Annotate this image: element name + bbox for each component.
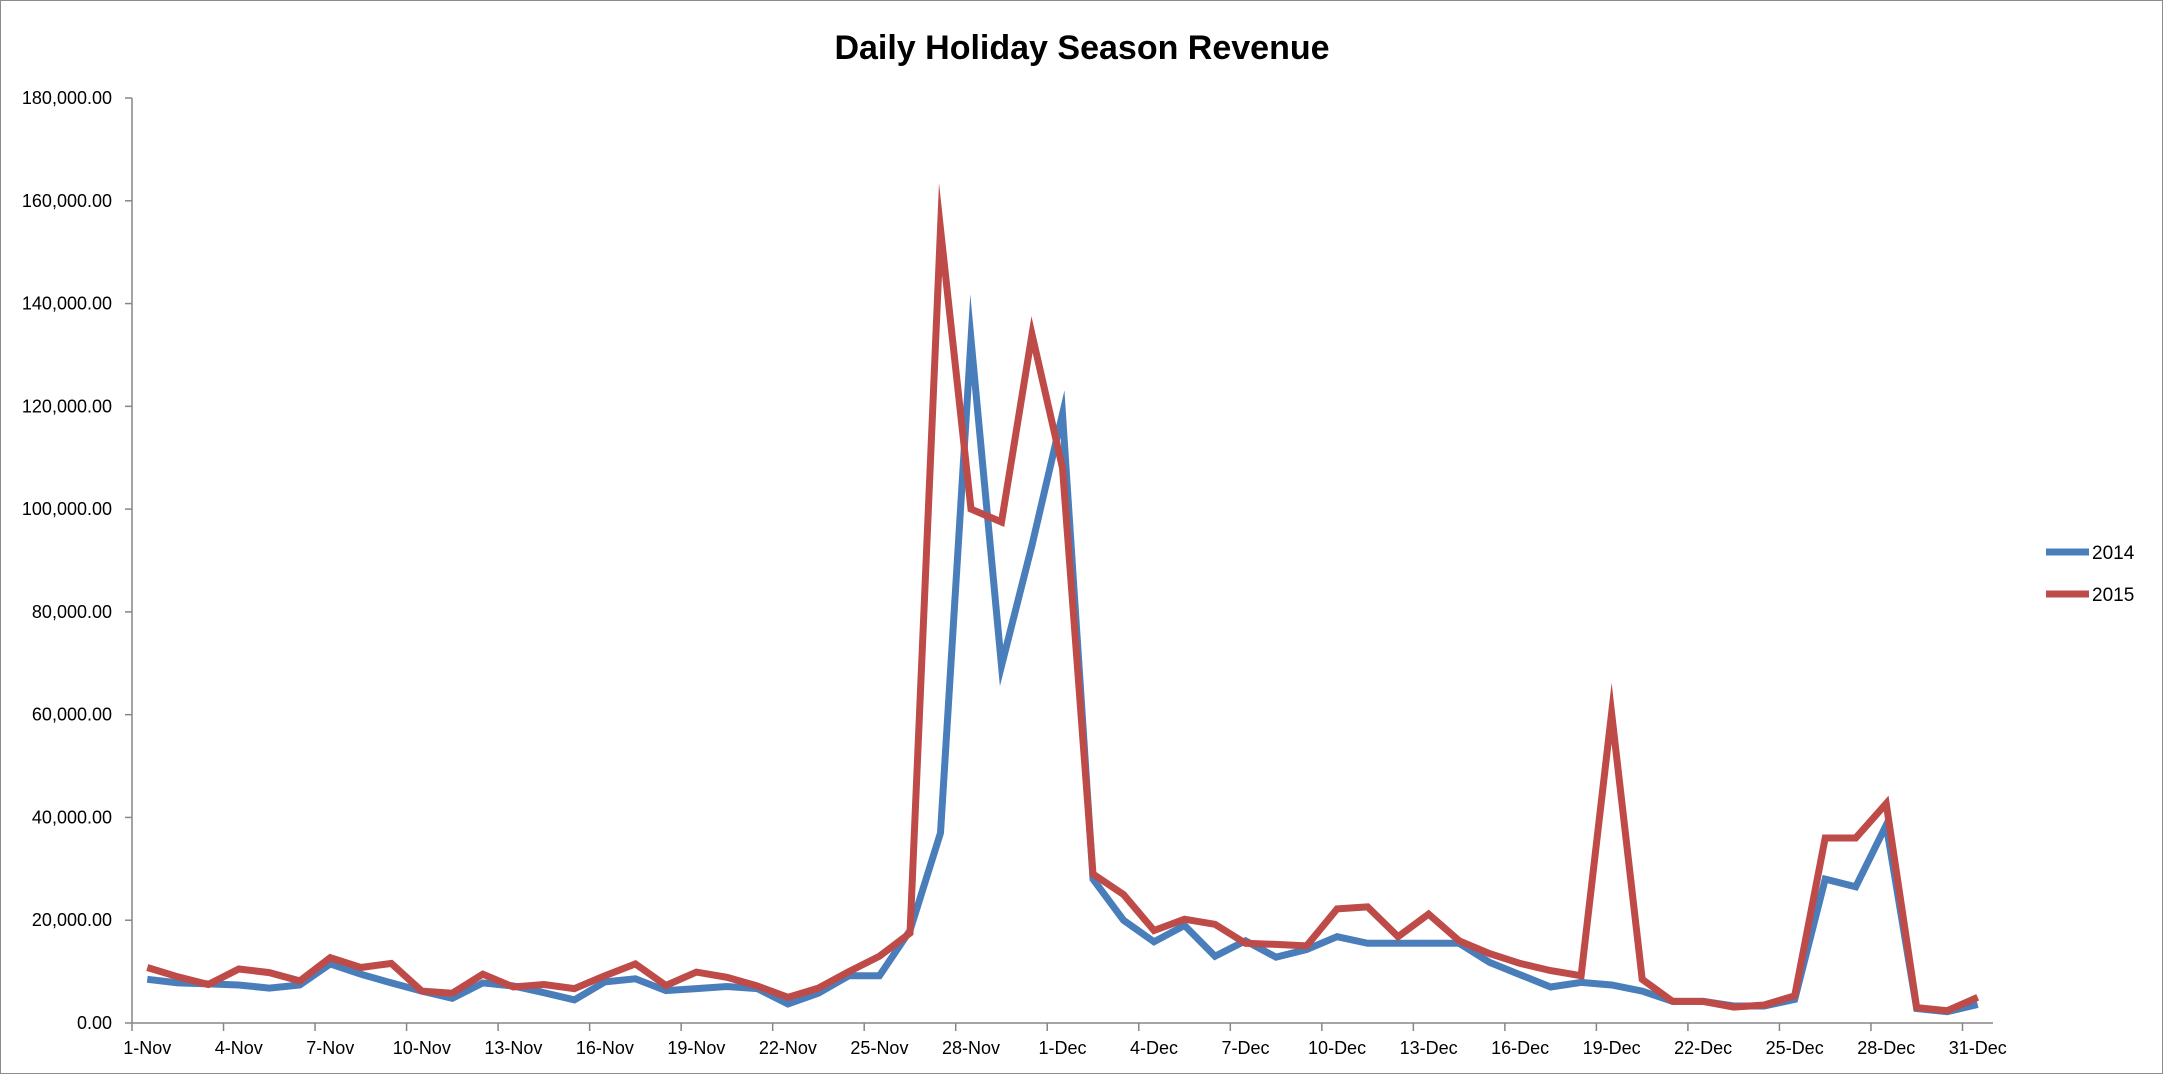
x-tick-label: 19-Nov: [667, 1038, 725, 1058]
series-line-2015: [146, 182, 1980, 1015]
x-tick-label: 10-Nov: [393, 1038, 451, 1058]
x-tick-label: 10-Dec: [1308, 1038, 1366, 1058]
y-axis: 0.00 20,000.00 40,000.00 60,000.00 80,000.00…: [22, 88, 133, 1033]
x-axis: 1-Nov 4-Nov 7-Nov 10-Nov 13-Nov 16-Nov 19-Nov 2…: [123, 1022, 2007, 1058]
x-tick-label: 7-Nov: [306, 1038, 354, 1058]
x-tick-label: 22-Nov: [759, 1038, 817, 1058]
x-tick-label: 31-Dec: [1949, 1038, 2007, 1058]
x-tick-label: 4-Nov: [215, 1038, 263, 1058]
x-tick-label: 4-Dec: [1130, 1038, 1178, 1058]
x-tick-label: 7-Dec: [1222, 1038, 1270, 1058]
y-tick-label: 20,000.00: [32, 910, 112, 930]
x-tick-label: 13-Dec: [1400, 1038, 1458, 1058]
y-tick-label: 80,000.00: [32, 602, 112, 622]
y-tick-label: 180,000.00: [22, 88, 112, 108]
legend-label-2014: 2014: [2092, 543, 2135, 564]
chart-title: Daily Holiday Season Revenue: [834, 29, 1329, 67]
x-tick-label: 13-Nov: [484, 1038, 542, 1058]
y-tick-label: 40,000.00: [32, 807, 112, 827]
y-tick-label: 160,000.00: [22, 191, 112, 211]
series-line-2014: [146, 294, 1979, 1016]
y-tick-label: 120,000.00: [22, 396, 112, 416]
x-tick-label: 28-Nov: [942, 1038, 1000, 1058]
x-tick-label: 25-Nov: [850, 1038, 908, 1058]
y-tick-label: 140,000.00: [22, 294, 112, 314]
x-tick-label: 25-Dec: [1766, 1038, 1824, 1058]
x-tick-label: 28-Dec: [1857, 1038, 1915, 1058]
legend: 2014 2015: [2046, 543, 2135, 606]
x-tick-label: 16-Dec: [1491, 1038, 1549, 1058]
y-tick-label: 0.00: [77, 1013, 112, 1033]
x-tick-label: 16-Nov: [576, 1038, 634, 1058]
y-tick-label: 60,000.00: [32, 705, 112, 725]
x-tick-label: 22-Dec: [1674, 1038, 1732, 1058]
x-tick-label: 1-Nov: [123, 1038, 171, 1058]
legend-label-2015: 2015: [2092, 585, 2134, 606]
x-tick-label: 1-Dec: [1038, 1038, 1086, 1058]
series-lines: [146, 182, 1980, 1016]
y-tick-label: 100,000.00: [22, 499, 112, 519]
x-tick-label: 19-Dec: [1583, 1038, 1641, 1058]
